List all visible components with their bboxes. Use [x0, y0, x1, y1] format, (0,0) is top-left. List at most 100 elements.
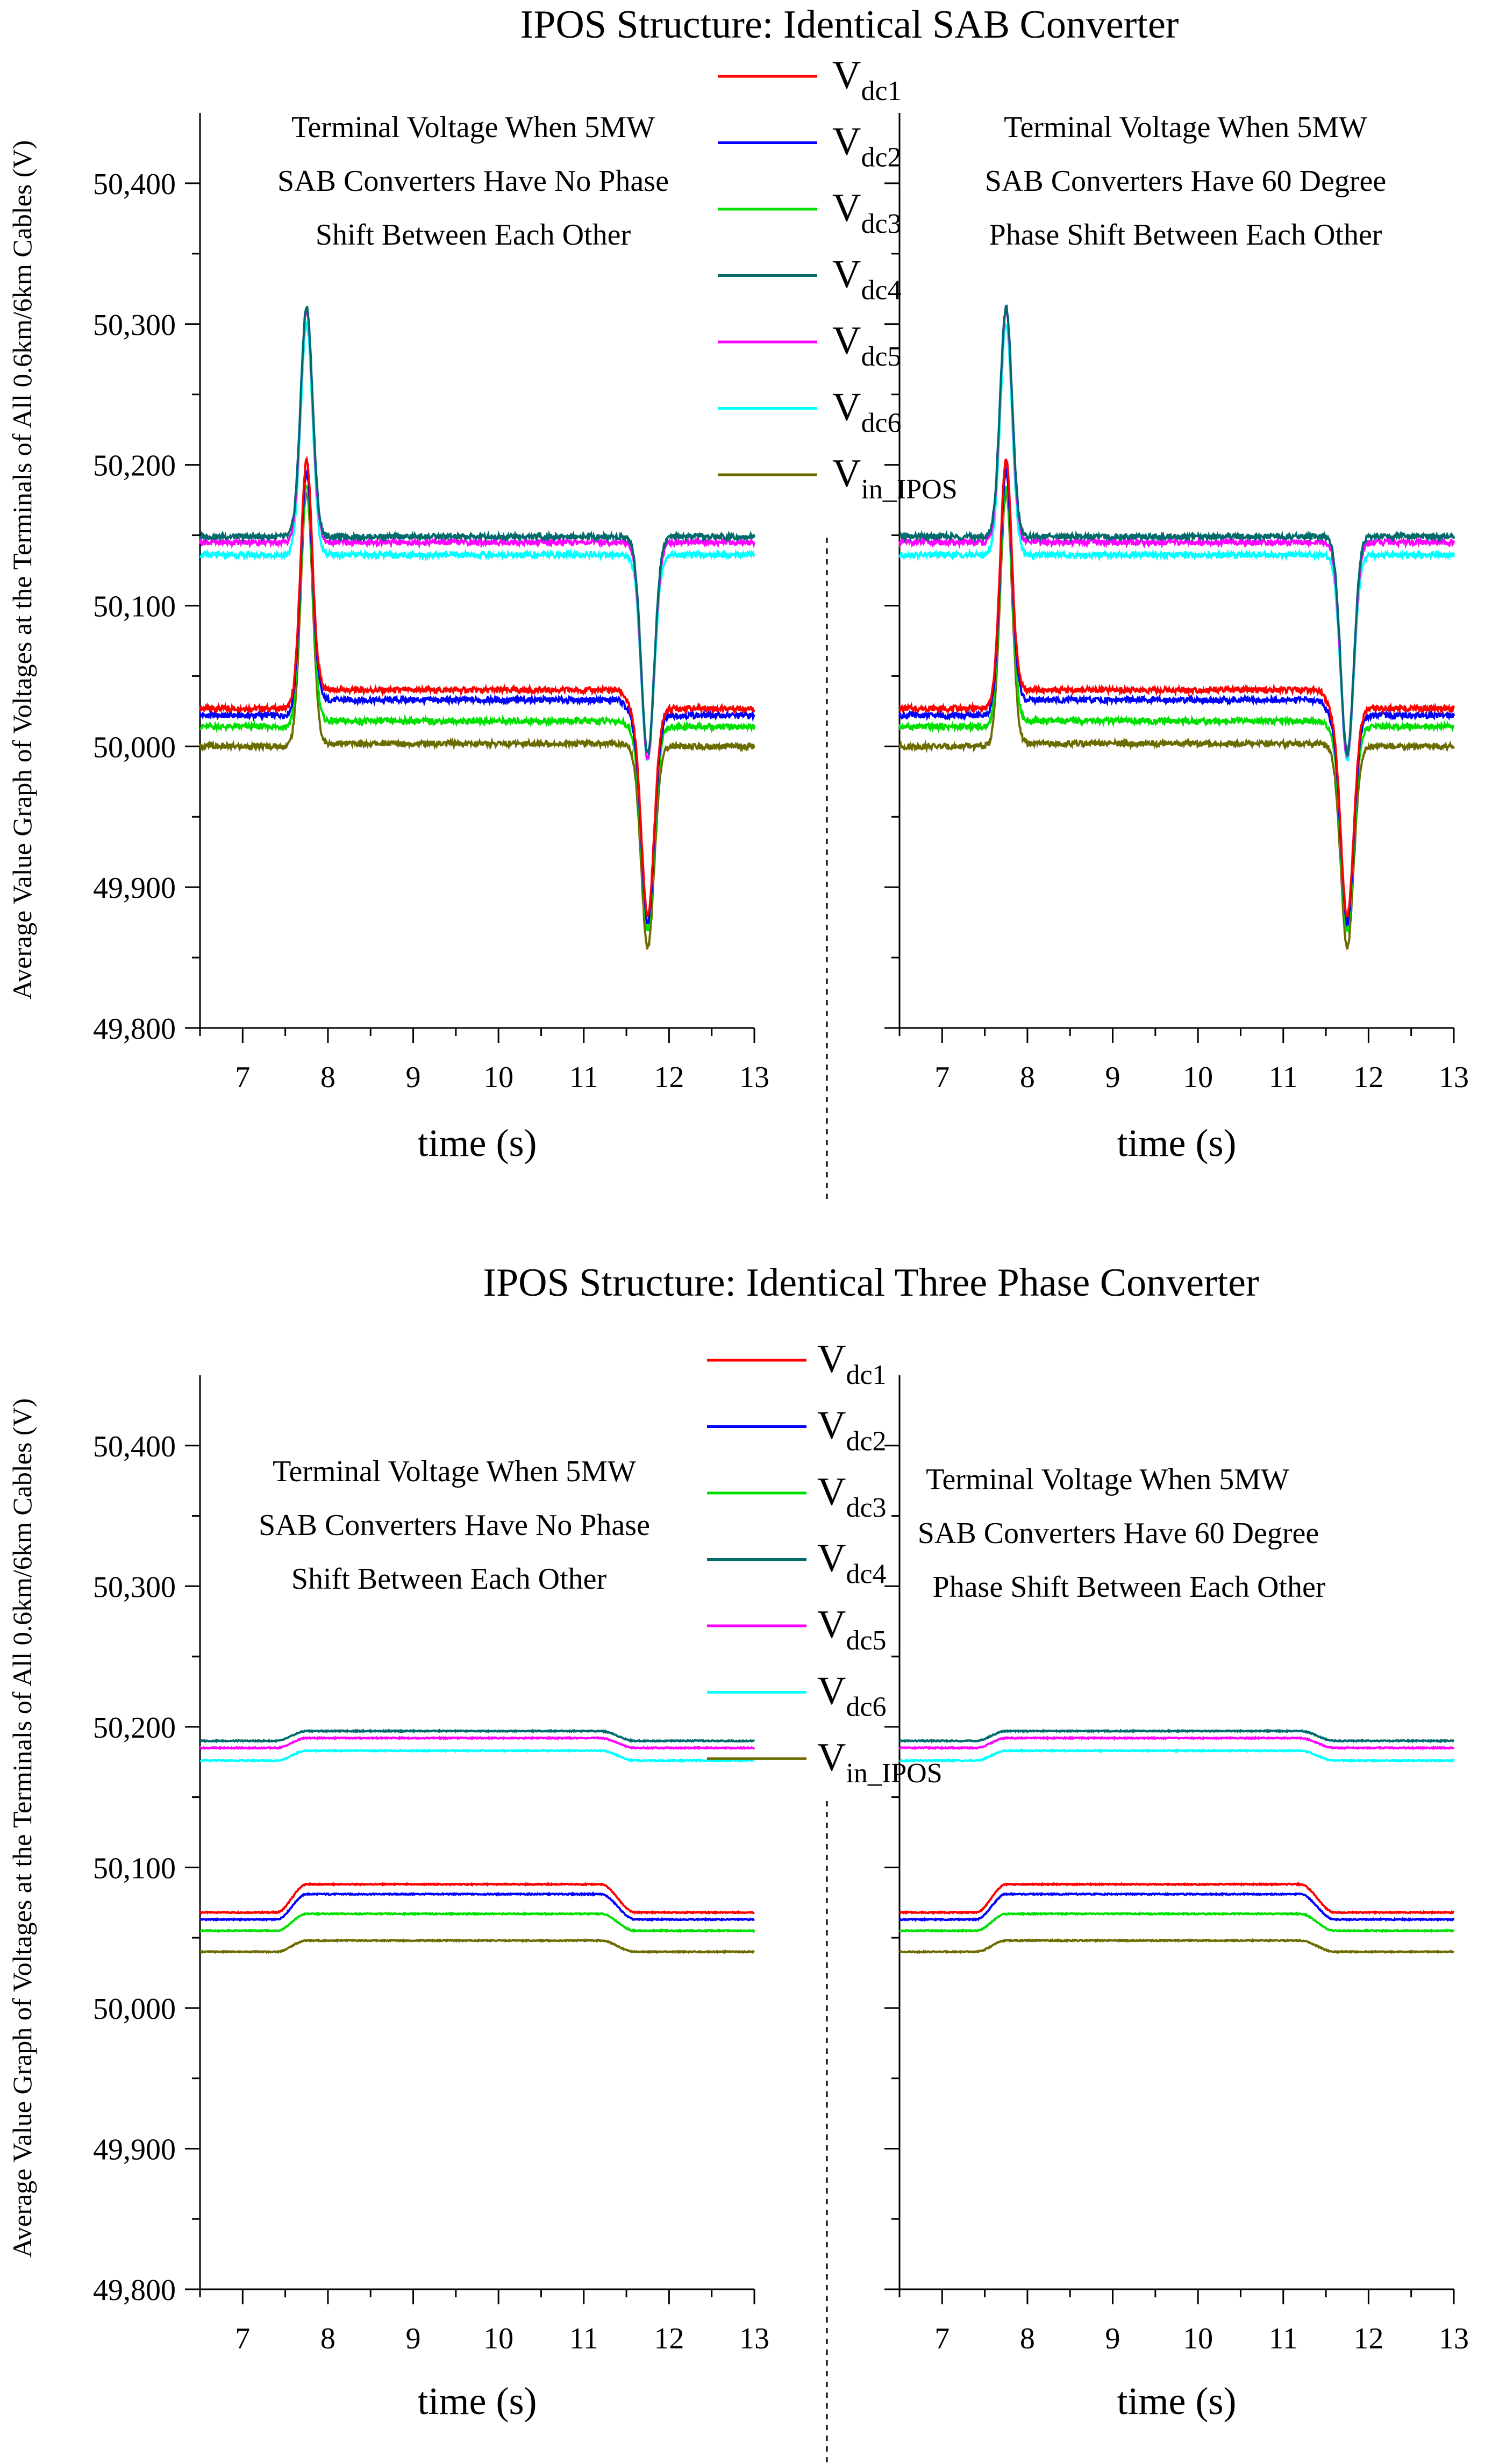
bottom-right-subtitle-line-2: SAB Converters Have 60 Degree: [918, 1517, 1319, 1550]
chart-0-panel-1-series-Vdc3: [898, 485, 1455, 934]
bottom-y-axis-label: Average Value Graph of Voltages at the T…: [7, 1398, 37, 2258]
chart-1-panel-0-xtick-label: 12: [654, 2322, 684, 2355]
chart-0-legend: Vdc1 Vdc2 Vdc3 Vdc4 Vdc5 Vdc6 Vin_IPOS: [718, 53, 958, 505]
chart-0-legend-label-3: Vdc4: [832, 253, 902, 306]
top-left-subtitle-line-1: Terminal Voltage When 5MW: [291, 111, 655, 144]
chart-1-panel-0-xtick-label: 11: [569, 2322, 598, 2355]
chart-0-panel-1-xtick-label: 12: [1353, 1061, 1383, 1094]
chart-1-panel-0-series-Vdc6: [199, 1748, 755, 1763]
top-right-subtitle-line-2: SAB Converters Have 60 Degree: [985, 165, 1386, 198]
chart-0-legend-label-5: Vdc6: [832, 385, 902, 439]
chart-1-panel-0: 49,800 49,900 50,000 50,100 50,200 50,300 50,4…: [93, 1375, 769, 2423]
chart-1-panel-0-x-axis-label: time (s): [418, 2380, 537, 2423]
chart-0-panel-0-xtick-label: 7: [235, 1061, 250, 1094]
chart-1-panel-1-series-Vdc5: [898, 1735, 1455, 1751]
chart-1-panel-0-xtick-label: 13: [739, 2322, 769, 2355]
top-left-subtitle-line-2: SAB Converters Have No Phase: [277, 165, 669, 198]
chart-0-ytick-label: 49,800: [93, 1012, 176, 1046]
chart-1-panel-0-series-Vdc1: [199, 1882, 755, 1915]
chart-0-panel-0-x-axis-label: time (s): [418, 1122, 537, 1165]
chart-1-legend-label-2: Vdc3: [817, 1470, 887, 1523]
chart-1-ytick-label: 50,400: [93, 1430, 176, 1463]
chart-0-panel-1: 7 8 9 10 11 12 13 time (s): [884, 113, 1469, 1165]
bottom-chart-title: IPOS Structure: Identical Three Phase Co…: [483, 1261, 1259, 1305]
chart-1-panel-1-series-Vdc2: [898, 1891, 1455, 1922]
chart-1-panel-1-series-Vdc3: [898, 1911, 1454, 1934]
chart-0-legend-label-2: Vdc3: [832, 186, 902, 239]
chart-0-ytick-label: 50,400: [93, 168, 176, 201]
chart-1-panel-0-series-Vdc3: [199, 1911, 755, 1933]
chart-0-ytick-label: 50,200: [93, 449, 176, 483]
chart-0-panel-0-xtick-label: 13: [739, 1061, 769, 1094]
chart-1-panel-1-xtick-label: 7: [934, 2322, 950, 2355]
chart-0-panel-1-series-Vdc6: [898, 322, 1455, 762]
bottom-left-subtitle-line-1: Terminal Voltage When 5MW: [273, 1455, 636, 1488]
chart-1-ytick-label: 50,100: [93, 1852, 176, 1885]
chart-0-panel-1-xtick-label: 11: [1269, 1061, 1298, 1094]
bottom-left-subtitle-line-2: SAB Converters Have No Phase: [259, 1509, 650, 1542]
top-right-subtitle-line-1: Terminal Voltage When 5MW: [1004, 111, 1367, 144]
chart-1-ytick-label: 49,900: [93, 2133, 176, 2166]
chart-1-panel-1-xtick-label: 8: [1020, 2322, 1035, 2355]
chart-0-panel-1-xtick-label: 9: [1105, 1061, 1120, 1094]
chart-1-ytick-label: 49,800: [93, 2274, 176, 2307]
chart-0-legend-label-0: Vdc1: [832, 53, 902, 106]
chart-1-panel-0-xtick-label: 8: [320, 2322, 335, 2355]
chart-0-legend-label-6: Vin_IPOS: [832, 452, 958, 505]
top-right-subtitle-line-3: Phase Shift Between Each Other: [989, 218, 1382, 252]
chart-1-legend-label-0: Vdc1: [817, 1337, 887, 1390]
top-left-subtitle-line-3: Shift Between Each Other: [316, 218, 631, 252]
chart-1-panel-1-series-Vdc6: [899, 1748, 1455, 1763]
chart-0-panel-0-series-Vdc6: [199, 320, 755, 762]
chart-0-ytick-label: 50,000: [93, 731, 176, 764]
chart-1-legend-label-3: Vdc4: [817, 1537, 887, 1590]
chart-0-panel-0-xtick-label: 8: [320, 1061, 335, 1094]
chart-1-panel-0-xtick-label: 7: [235, 2322, 250, 2355]
chart-0-panel-0-series-Vdc4: [199, 305, 755, 756]
chart-1-panel-0-xtick-label: 10: [483, 2322, 513, 2355]
chart-1-legend-label-4: Vdc5: [817, 1603, 887, 1656]
chart-0-panel-0-xtick-label: 12: [654, 1061, 684, 1094]
chart-0-panel-0: 49,800 49,900 50,000 50,100 50,200 50,300 50,4…: [93, 113, 769, 1165]
chart-0-legend-label-4: Vdc5: [832, 319, 902, 372]
chart-1-panel-0-series-Vin_IPOS: [199, 1938, 755, 1954]
chart-1-panel-0-series-Vdc4: [199, 1728, 755, 1744]
bottom-right-subtitle-line-3: Phase Shift Between Each Other: [933, 1570, 1326, 1604]
chart-0-panel-1-x-axis-label: time (s): [1117, 1122, 1237, 1165]
chart-1-panel-1-xtick-label: 13: [1439, 2322, 1469, 2355]
chart-0-panel-0-xtick-label: 9: [406, 1061, 421, 1094]
chart-1-panel-1-xtick-label: 12: [1353, 2322, 1383, 2355]
chart-0-panel-1-xtick-label: 8: [1020, 1061, 1035, 1094]
chart-0-panel-1-series-Vdc4: [899, 304, 1455, 756]
chart-1-ytick-label: 50,000: [93, 1992, 176, 2026]
chart-1-panel-1-series-Vin_IPOS: [898, 1938, 1454, 1954]
top-y-axis-label: Average Value Graph of Voltages at the T…: [7, 140, 37, 1000]
chart-1-panel-0-series-Vdc2: [199, 1891, 755, 1922]
chart-1-legend-label-5: Vdc6: [817, 1669, 887, 1723]
chart-1-panel-0-xtick-label: 9: [406, 2322, 421, 2355]
chart-1-panel-1: 7 8 9 10 11 12 13 time (s): [884, 1375, 1469, 2423]
chart-0-panel-1-series-Vin_IPOS: [898, 490, 1455, 950]
chart-1-legend: Vdc1 Vdc2 Vdc3 Vdc4 Vdc5 Vdc6 Vin_IPOS: [707, 1337, 943, 1789]
chart-1-panel-1-xtick-label: 9: [1105, 2322, 1120, 2355]
chart-0-panel-1-series-Vdc1: [899, 458, 1455, 918]
chart-0-ytick-label: 49,900: [93, 872, 176, 905]
chart-0-legend-label-1: Vdc2: [832, 120, 902, 173]
top-chart-title: IPOS Structure: Identical SAB Converter: [520, 3, 1179, 47]
chart-0-panel-0-series-Vdc1: [199, 455, 755, 918]
chart-1-panel-1-xtick-label: 10: [1183, 2322, 1213, 2355]
chart-0-panel-0-xtick-label: 11: [569, 1061, 598, 1094]
chart-0-panel-1-xtick-label: 10: [1183, 1061, 1213, 1094]
chart-1-legend-label-1: Vdc2: [817, 1404, 887, 1457]
chart-1-ytick-label: 50,200: [93, 1711, 176, 1745]
bottom-left-subtitle-line-3: Shift Between Each Other: [291, 1562, 607, 1596]
chart-0-panel-1-xtick-label: 13: [1439, 1061, 1469, 1094]
chart-0-panel-1-xtick-label: 7: [934, 1061, 950, 1094]
chart-1-panel-0-series-Vdc5: [199, 1735, 755, 1751]
chart-1-legend-label-6: Vin_IPOS: [817, 1735, 943, 1789]
chart-1-panel-1-series-Vdc1: [899, 1882, 1455, 1915]
chart-0-ytick-label: 50,300: [93, 309, 176, 342]
chart-1-panel-1-series-Vdc4: [899, 1729, 1455, 1744]
chart-1-panel-1-xtick-label: 11: [1269, 2322, 1298, 2355]
